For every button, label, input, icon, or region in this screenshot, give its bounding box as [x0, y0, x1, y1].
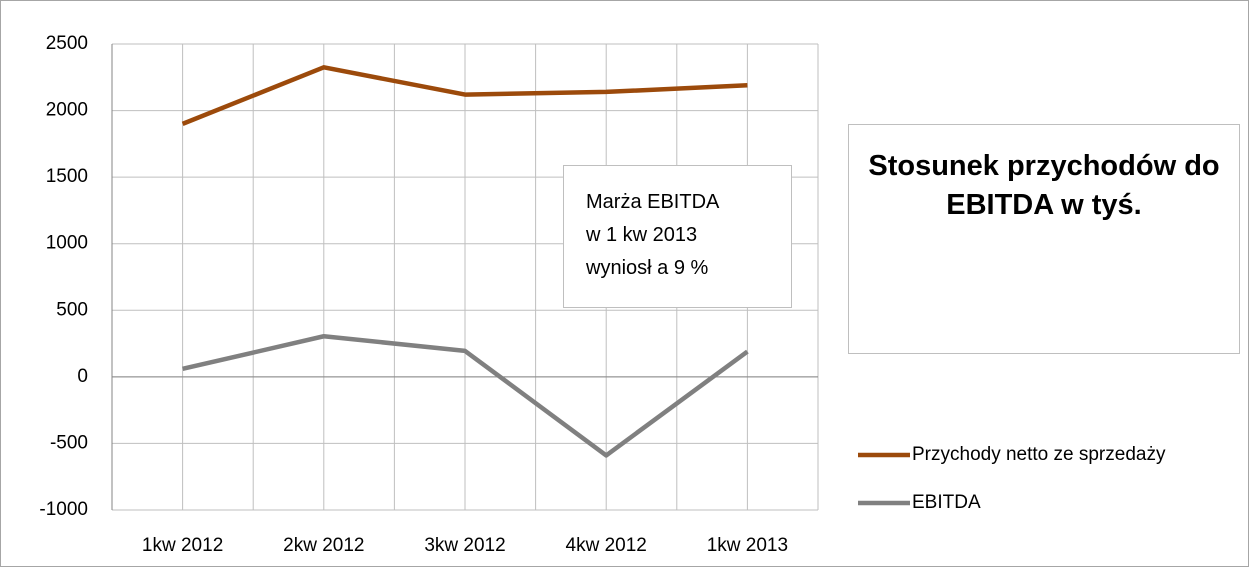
- x-tick-label: 1kw 2013: [707, 535, 788, 556]
- y-tick-label: 2500: [46, 33, 88, 54]
- y-tick-label: -1000: [39, 499, 88, 520]
- annotation: Marża EBITDA w 1 kw 2013 wyniosł a 9 %: [563, 165, 792, 308]
- annotation-line: Marża EBITDA: [586, 191, 720, 213]
- x-tick-label: 1kw 2012: [142, 535, 223, 556]
- series-line: [181, 65, 748, 126]
- annotation-line: w 1 kw 2013: [586, 224, 698, 246]
- annotation-line: wyniosł a 9 %: [586, 257, 709, 279]
- series-line: [182, 333, 749, 458]
- y-tick-label: 1000: [46, 233, 88, 254]
- y-tick-label: 1500: [46, 166, 88, 187]
- legend-label: EBITDA: [912, 492, 981, 513]
- y-tick-label: -500: [50, 432, 88, 453]
- legend-label: Przychody netto ze sprzedaży: [912, 444, 1166, 465]
- x-tick-label: 3kw 2012: [424, 535, 505, 556]
- y-tick-label: 500: [56, 299, 88, 320]
- x-tick-label: 4kw 2012: [566, 535, 647, 556]
- x-tick-label: 2kw 2012: [283, 535, 364, 556]
- chart-title: Stosunek przychodów do EBITDA w tyś.: [848, 124, 1240, 354]
- y-tick-label: 0: [77, 366, 88, 387]
- y-tick-label: 2000: [46, 100, 88, 121]
